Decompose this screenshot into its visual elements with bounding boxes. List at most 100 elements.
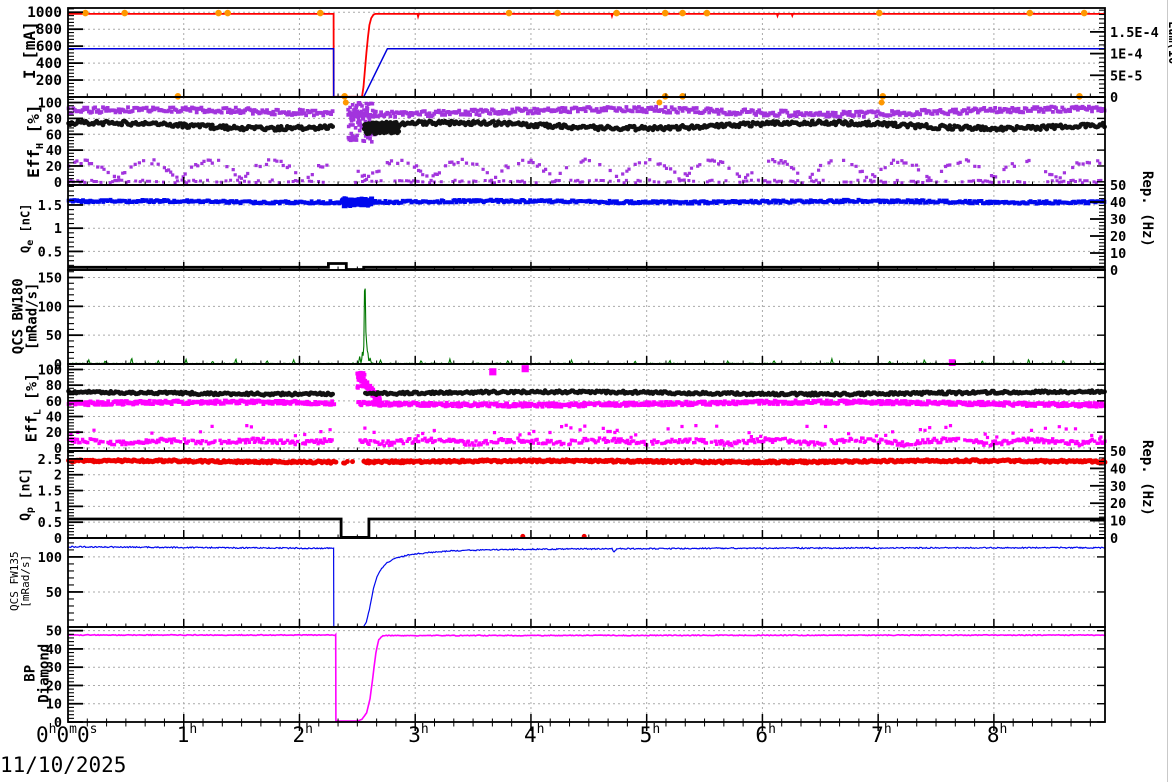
left-tick-label: 80 bbox=[46, 378, 62, 394]
left-tick-label: 20 bbox=[46, 159, 62, 175]
eff-h-black-blob bbox=[361, 119, 402, 137]
right-tick-label: 0 bbox=[1110, 263, 1118, 279]
q-e-dots bbox=[66, 197, 1107, 206]
left-tick-label: 10 bbox=[46, 697, 62, 713]
left-tick-label: 0 bbox=[54, 715, 62, 731]
eff-h-nearzero bbox=[67, 178, 1103, 185]
eff-l-recovery-decay bbox=[355, 371, 383, 408]
eff-l-strays bbox=[489, 365, 529, 376]
HER-current-line bbox=[68, 12, 1105, 98]
left-tick-label: 100 bbox=[38, 299, 62, 315]
bp-diamond-line bbox=[67, 632, 1106, 722]
left-tick-label: 100 bbox=[38, 550, 62, 566]
panel-qcs-fw135: 50 100 bbox=[38, 537, 1106, 628]
eff-l-magenta-low bbox=[66, 436, 1107, 448]
eff-l-magenta-sparse bbox=[69, 423, 1103, 440]
left-tick-label: 1 bbox=[54, 499, 62, 515]
right-tick-label: 0 bbox=[1110, 90, 1118, 106]
rep-rate-e-line bbox=[68, 262, 1105, 271]
bw180-noise-line bbox=[67, 288, 1105, 365]
left-tick-label: 1000 bbox=[27, 5, 62, 21]
left-tick-label: 0.5 bbox=[38, 515, 62, 531]
left-tick-label: 40 bbox=[46, 642, 62, 658]
left-tick-label: 50 bbox=[46, 585, 62, 601]
left-tick-label: 2.5 bbox=[38, 452, 62, 468]
right-tick-label: 50 bbox=[1110, 444, 1126, 460]
panel-bp-diamond: 0 10 20 30 40 50 bbox=[46, 624, 1106, 731]
left-tick-label: 20 bbox=[46, 678, 62, 694]
left-tick-label: 0 bbox=[54, 175, 62, 191]
LER-current-line bbox=[68, 47, 1105, 98]
left-tick-label: 2 bbox=[54, 468, 62, 484]
left-tick-label: 0 bbox=[54, 441, 62, 457]
right-tick-label: 20 bbox=[1110, 229, 1126, 245]
left-tick-label: 100 bbox=[38, 96, 62, 112]
left-tick-label: 150 bbox=[38, 270, 62, 286]
left-tick-label: 50 bbox=[46, 624, 62, 640]
left-tick-label: 0.5 bbox=[38, 244, 62, 260]
x-axis-hour-label: 4h bbox=[523, 722, 545, 747]
left-tick-label: 0 bbox=[54, 531, 62, 547]
right-tick-label: 30 bbox=[1110, 479, 1126, 495]
left-tick-label: 20 bbox=[46, 425, 62, 441]
right-tick-label: 10 bbox=[1110, 246, 1126, 262]
eff-h-black bbox=[66, 118, 1107, 133]
eff-h-upper bbox=[66, 104, 1107, 119]
window-edge-line bbox=[1167, 0, 1168, 782]
eff-h-low-arcs bbox=[67, 157, 1102, 183]
rep-axis-title: Rep. (Hz) bbox=[1139, 440, 1155, 516]
x-axis-hour-label: 6h bbox=[755, 722, 776, 747]
date-label: 11/10/2025 bbox=[0, 753, 127, 777]
eff-l-magenta-mid bbox=[66, 398, 1106, 409]
x-axis-hour-label: 7h bbox=[871, 722, 892, 747]
left-tick-label: 50 bbox=[46, 328, 62, 344]
bw180-stray bbox=[948, 359, 956, 366]
x-axis-hour-label: 2h bbox=[292, 722, 313, 747]
x-axis-hour-label: 1h bbox=[176, 722, 198, 747]
x-axis-hour-label: 5h bbox=[639, 722, 661, 747]
right-tick-label: 1.5E-4 bbox=[1110, 25, 1159, 41]
left-tick-label: 0 bbox=[54, 357, 62, 373]
right-tick-label: 30 bbox=[1110, 212, 1126, 228]
x-axis-origin-label: 0h0m0s bbox=[36, 722, 98, 747]
left-tick-label: 60 bbox=[46, 127, 62, 143]
left-tick-label: 60 bbox=[46, 394, 62, 410]
left-tick-label: 200 bbox=[36, 73, 62, 89]
right-tick-label: 0 bbox=[1110, 531, 1118, 547]
left-tick-label: 1.5 bbox=[38, 198, 62, 214]
left-tick-label: 80 bbox=[46, 111, 62, 127]
eff-l-recovery-burst bbox=[355, 370, 368, 390]
left-tick-label: 30 bbox=[46, 660, 62, 676]
right-tick-label: 5E-5 bbox=[1110, 68, 1143, 84]
x-axis-hour-label: 3h bbox=[408, 722, 429, 747]
q-p-dots bbox=[66, 457, 1108, 466]
x-axis-hour-label: 8h bbox=[986, 722, 1008, 747]
right-tick-label: 40 bbox=[1110, 461, 1126, 477]
right-tick-label: 20 bbox=[1110, 496, 1126, 512]
q-e-blob bbox=[339, 196, 375, 209]
right-tick-label: 1E-4 bbox=[1110, 47, 1143, 63]
right-tick-label: 10 bbox=[1110, 514, 1126, 530]
left-tick-label: 100 bbox=[38, 362, 62, 378]
injection-markers bbox=[82, 9, 1088, 100]
left-tick-label: 800 bbox=[36, 22, 62, 38]
left-tick-label: 1.5 bbox=[38, 484, 62, 500]
left-tick-label: 600 bbox=[36, 39, 62, 55]
right-tick-label: 50 bbox=[1110, 178, 1126, 194]
eff-l-black bbox=[66, 388, 1107, 398]
left-tick-label: 1 bbox=[54, 221, 62, 237]
fw135-line bbox=[67, 545, 1106, 628]
right-tick-label: 40 bbox=[1110, 195, 1126, 211]
left-tick-label: 40 bbox=[46, 410, 62, 426]
left-tick-label: 400 bbox=[36, 56, 62, 72]
rep-axis-title: Rep. (Hz) bbox=[1139, 171, 1155, 247]
panel-qcs-bw180: 0 50 100 150 bbox=[38, 269, 1106, 373]
left-tick-label: 40 bbox=[46, 143, 62, 159]
